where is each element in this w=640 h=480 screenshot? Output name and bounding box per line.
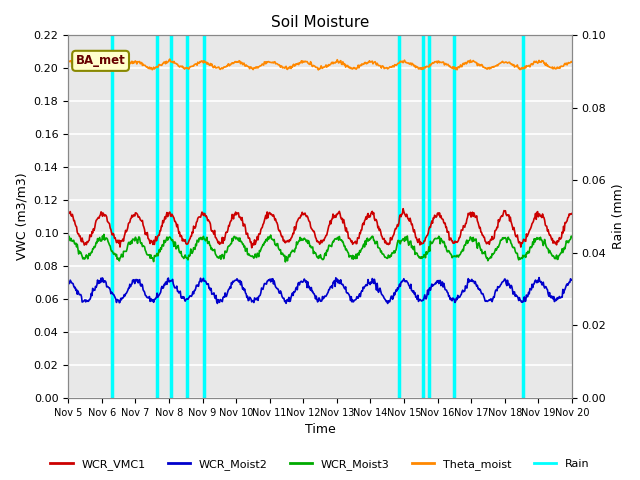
Legend: WCR_VMC1, WCR_Moist2, WCR_Moist3, Theta_moist, Rain: WCR_VMC1, WCR_Moist2, WCR_Moist3, Theta_… — [46, 455, 594, 474]
Y-axis label: Rain (mm): Rain (mm) — [612, 184, 625, 250]
Text: BA_met: BA_met — [76, 54, 125, 67]
Y-axis label: VWC (m3/m3): VWC (m3/m3) — [15, 173, 28, 261]
Title: Soil Moisture: Soil Moisture — [271, 15, 369, 30]
X-axis label: Time: Time — [305, 423, 335, 436]
